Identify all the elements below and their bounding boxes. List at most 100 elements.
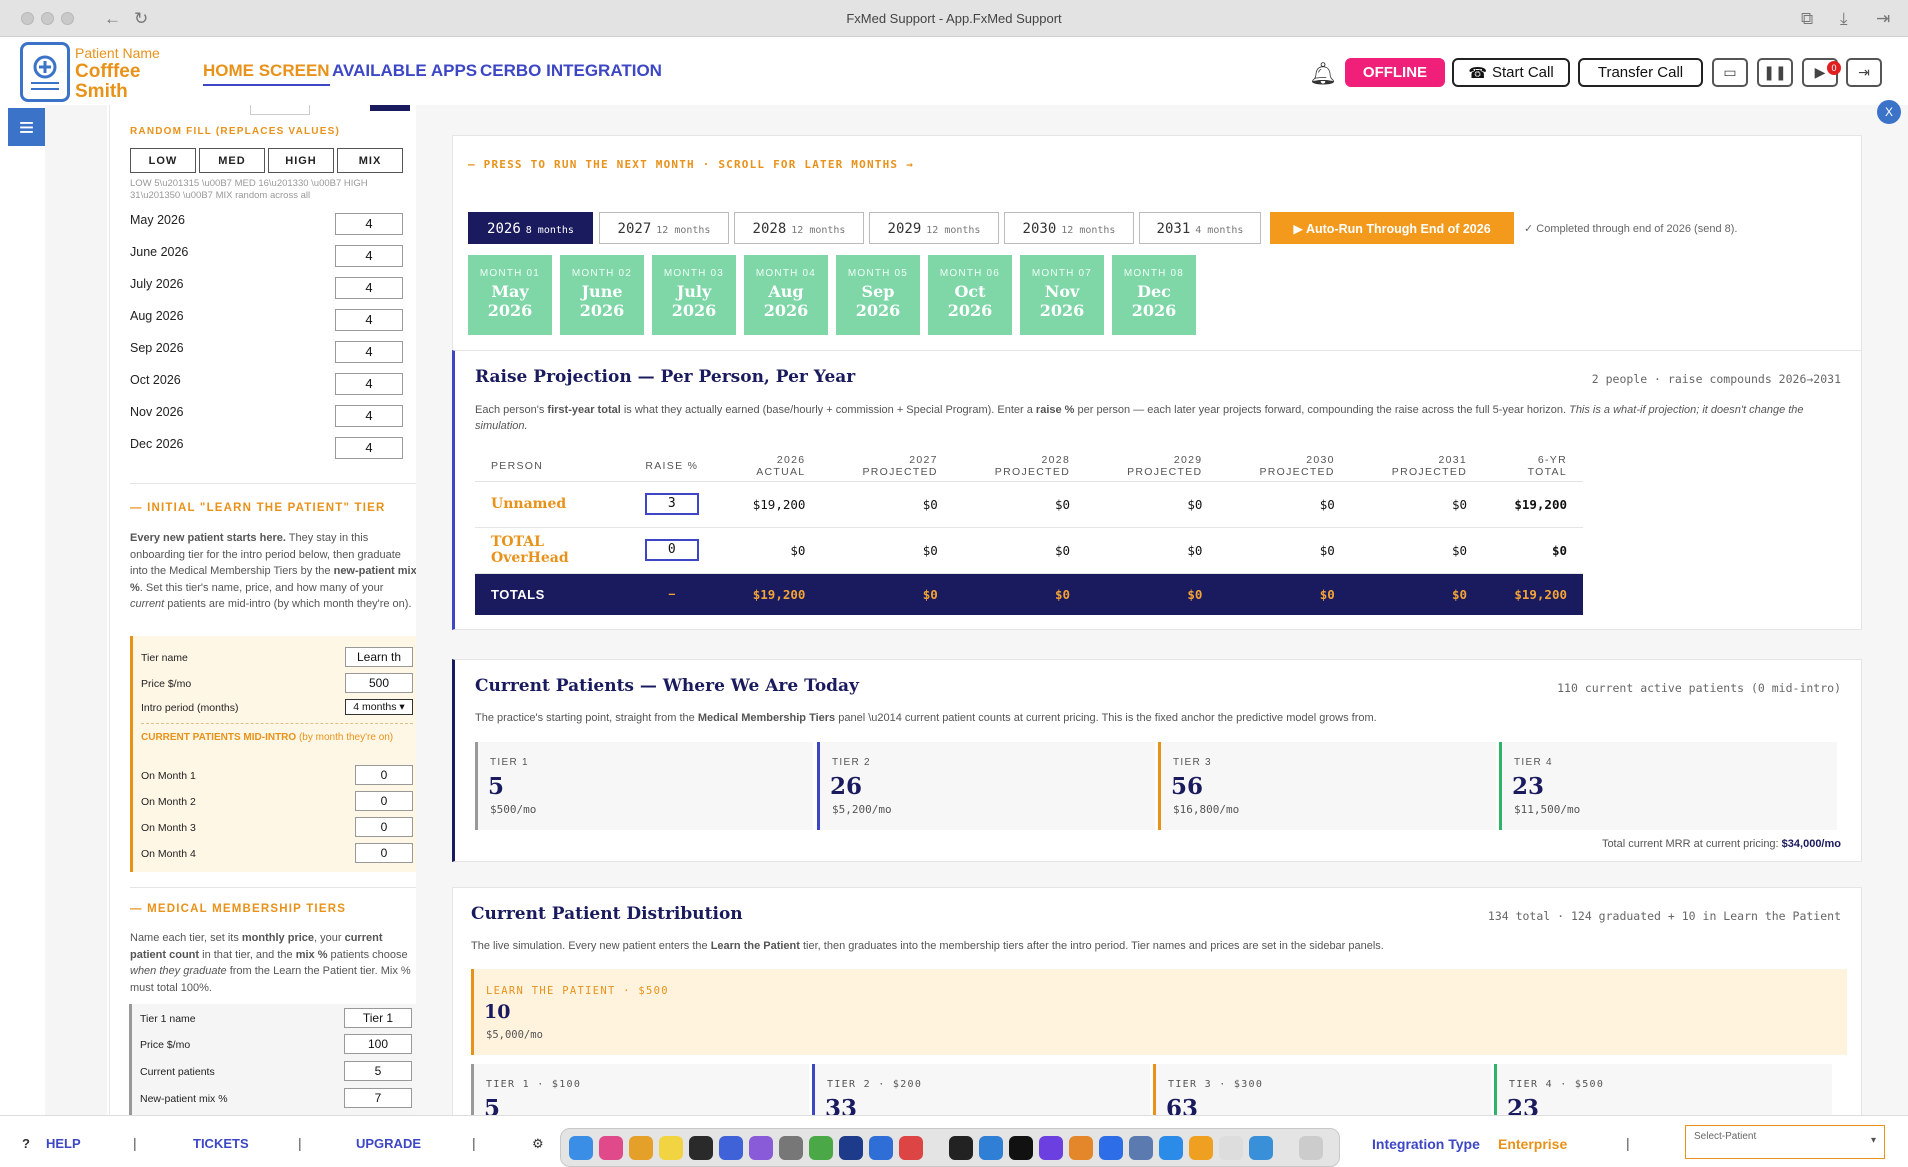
preview-icon[interactable]	[1129, 1136, 1153, 1160]
year-tab-2031[interactable]: 2031 4 months	[1139, 212, 1261, 244]
bell-icon[interactable]: 🔔︎	[1309, 61, 1337, 86]
price-input[interactable]: 500	[345, 673, 413, 693]
raise-table: PERSON RAISE % 2026 ACTUAL 2027 PROJECTE…	[475, 451, 1583, 615]
mid-intro-sub: (by month they're on)	[296, 732, 394, 743]
month-tile[interactable]: MONTH 07 Nov 2026	[1020, 255, 1104, 335]
help-link[interactable]: HELP	[46, 1136, 81, 1151]
window-close-dot[interactable]	[21, 12, 34, 25]
select-patient-dropdown[interactable]: Select-Patient ▾	[1685, 1125, 1885, 1159]
share-icon[interactable]: ⇥	[1876, 9, 1891, 28]
month-tile[interactable]: MONTH 05 Sep 2026	[836, 255, 920, 335]
month-tile[interactable]: MONTH 04 Aug 2026	[744, 255, 828, 335]
tier-name-input[interactable]: Learn th	[345, 647, 413, 667]
window-minimize-dot[interactable]	[41, 12, 54, 25]
tier-label: TIER 1 · $100	[486, 1079, 582, 1090]
tier1-current-input[interactable]: 5	[344, 1061, 412, 1081]
finder-icon[interactable]	[569, 1136, 593, 1160]
vscode-icon[interactable]	[979, 1136, 1003, 1160]
slack-icon[interactable]	[599, 1136, 623, 1160]
year-tab-2028[interactable]: 2028 12 months	[734, 212, 864, 244]
upgrade-link[interactable]: UPGRADE	[356, 1136, 422, 1151]
on-month-input[interactable]: 0	[355, 843, 413, 863]
month-count-input[interactable]: 4	[335, 245, 403, 267]
totals-raise: –	[628, 573, 715, 615]
launchpad-icon[interactable]	[749, 1136, 773, 1160]
month-tile[interactable]: MONTH 06 Oct 2026	[928, 255, 1012, 335]
tier1-mix-input[interactable]: 7	[344, 1088, 412, 1108]
safari-icon[interactable]	[1159, 1136, 1183, 1160]
intro-period-select[interactable]: 4 months ▾	[345, 699, 413, 715]
nav-available-apps[interactable]: AVAILABLE APPS	[332, 61, 478, 80]
ide-app-icon[interactable]	[949, 1136, 973, 1160]
zoom-icon[interactable]	[1099, 1136, 1123, 1160]
offline-button[interactable]: OFFLINE	[1345, 58, 1445, 87]
raise-desc-em: This is a what-if projection; it doesn't…	[475, 404, 1804, 432]
nav-cerbo-integration[interactable]: CERBO INTEGRATION	[480, 61, 662, 80]
window-zoom-dot[interactable]	[61, 12, 74, 25]
activity-icon[interactable]	[689, 1136, 713, 1160]
textedit-icon[interactable]	[1219, 1136, 1243, 1160]
pause-icon[interactable]: ❚❚	[1757, 58, 1793, 87]
month-tile[interactable]: MONTH 03 July 2026	[652, 255, 736, 335]
settings-app-icon[interactable]	[719, 1136, 743, 1160]
month-count-input[interactable]: 4	[335, 277, 403, 299]
fill-med-button[interactable]: MED	[199, 148, 265, 173]
weather-icon[interactable]	[1249, 1136, 1273, 1160]
fill-low-button[interactable]: LOW	[130, 148, 196, 173]
year-tab-2030[interactable]: 2030 12 months	[1004, 212, 1134, 244]
raise-input[interactable]: 0	[644, 539, 699, 561]
close-panel-button[interactable]: X	[1877, 100, 1901, 124]
terminal-icon[interactable]	[1009, 1136, 1033, 1160]
audio-app-icon[interactable]	[1069, 1136, 1093, 1160]
month-tile[interactable]: MONTH 08 Dec 2026	[1112, 255, 1196, 335]
year-tab-2027[interactable]: 2027 12 months	[599, 212, 729, 244]
fill-mix-button[interactable]: MIX	[337, 148, 403, 173]
reload-icon[interactable]: ↻	[134, 9, 149, 28]
month-tile[interactable]: MONTH 01 May 2026	[468, 255, 552, 335]
month-label: Sep 2026	[130, 341, 184, 355]
nav-home-screen[interactable]: HOME SCREEN	[203, 61, 330, 86]
logout-icon[interactable]: ⇥	[1846, 58, 1882, 87]
back-arrow-icon[interactable]: ←	[104, 9, 121, 28]
hamburger-menu-icon[interactable]: ≡	[8, 108, 45, 146]
scrolled-input[interactable]	[250, 105, 310, 115]
scrolled-button[interactable]	[370, 105, 410, 111]
download-icon[interactable]: ⤓	[1840, 9, 1848, 28]
start-call-button[interactable]: ☎︎ Start Call	[1452, 58, 1570, 87]
month-count-input[interactable]: 4	[335, 341, 403, 363]
month-count-input[interactable]: 4	[335, 309, 403, 331]
on-month-row: On Month 1 0	[141, 765, 413, 787]
month-count-input[interactable]: 4	[335, 405, 403, 427]
tier1-price-input[interactable]: 100	[344, 1034, 412, 1054]
on-month-input[interactable]: 0	[355, 765, 413, 785]
month-count-input[interactable]: 4	[335, 373, 403, 395]
notes-icon[interactable]	[659, 1136, 683, 1160]
sketch-icon[interactable]	[1189, 1136, 1213, 1160]
gear-icon[interactable]: ⚙	[532, 1136, 544, 1151]
month-tile[interactable]: MONTH 02 June 2026	[560, 255, 644, 335]
tier-name-label: Tier name	[141, 652, 188, 664]
year-tab-2026[interactable]: 2026 8 months	[468, 212, 593, 244]
trash-icon[interactable]	[1299, 1136, 1323, 1160]
phone-icon: ☎︎	[1468, 64, 1487, 82]
on-month-input[interactable]: 0	[355, 791, 413, 811]
raise-input[interactable]: 3	[644, 493, 699, 515]
voicemail-icon[interactable]: ▭	[1712, 58, 1748, 87]
tier1-name-input[interactable]: Tier 1	[344, 1008, 412, 1028]
transfer-call-button[interactable]: Transfer Call	[1578, 58, 1703, 87]
auto-run-button[interactable]: ▶ Auto-Run Through End of 2026	[1270, 212, 1514, 244]
fill-high-button[interactable]: HIGH	[268, 148, 334, 173]
system-prefs-icon[interactable]	[779, 1136, 803, 1160]
proxy-app-icon[interactable]	[869, 1136, 893, 1160]
password-app-icon[interactable]	[839, 1136, 863, 1160]
year-tab-2029[interactable]: 2029 12 months	[869, 212, 999, 244]
month-count-input[interactable]: 4	[335, 213, 403, 235]
on-month-input[interactable]: 0	[355, 817, 413, 837]
tickets-link[interactable]: TICKETS	[193, 1136, 249, 1151]
pen-app-icon[interactable]	[899, 1136, 923, 1160]
extension-icon[interactable]: ⧉	[1801, 9, 1814, 28]
month-count-input[interactable]: 4	[335, 437, 403, 459]
chrome-icon[interactable]	[629, 1136, 653, 1160]
arc-icon[interactable]	[1039, 1136, 1063, 1160]
phone-app-icon[interactable]	[809, 1136, 833, 1160]
